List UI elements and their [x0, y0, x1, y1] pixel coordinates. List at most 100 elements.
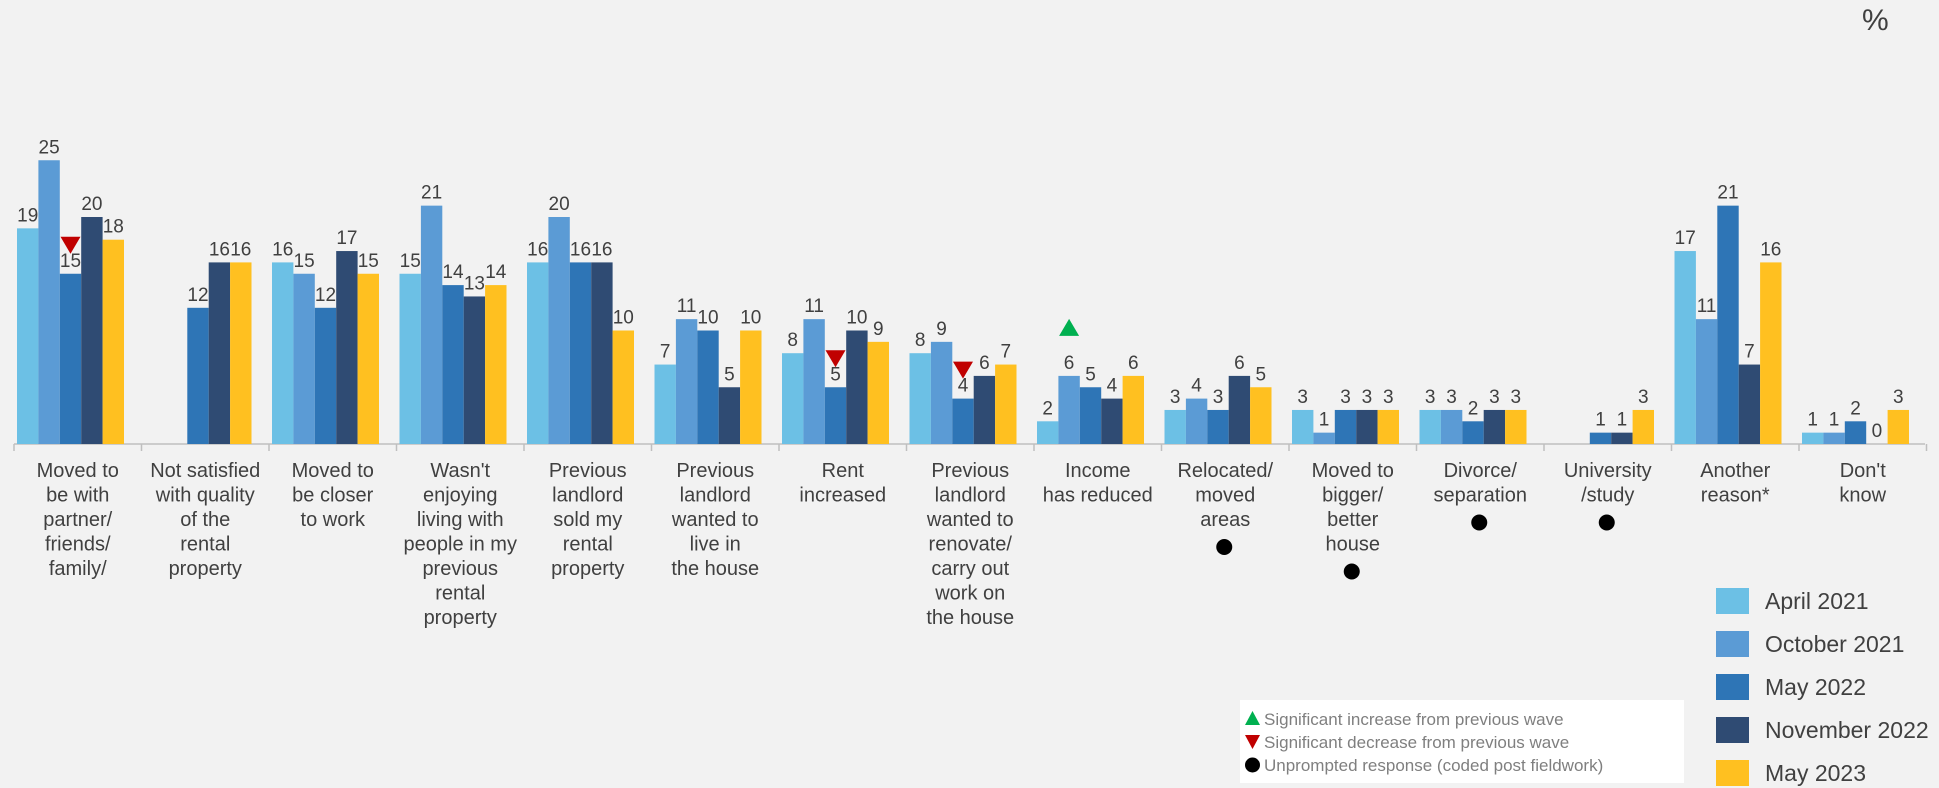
category-label: bigger/: [1322, 485, 1384, 507]
data-label: 3: [1893, 387, 1904, 408]
category-label: areas: [1200, 509, 1250, 531]
bar-may-2023: [1760, 262, 1782, 444]
bar-october-2021: [420, 205, 443, 444]
data-label: 1: [1595, 410, 1606, 431]
data-label: 1: [1319, 410, 1330, 431]
bar-may-2022: [442, 285, 464, 444]
legend-item-november-2022: November 2022: [1716, 715, 1936, 745]
data-label: 16: [209, 239, 230, 260]
legend-label: October 2021: [1765, 631, 1905, 657]
data-label: 2: [1850, 398, 1861, 419]
category-label: Moved to: [37, 460, 119, 482]
bar-november-2022: [1101, 398, 1123, 444]
category-label: separation: [1434, 485, 1527, 507]
bar-may-2022: [697, 330, 719, 444]
bar-november-2022: [1483, 409, 1506, 444]
category-label: people in my: [404, 534, 517, 556]
unprompted-dot-icon: [1471, 514, 1488, 531]
bar-may-2022: [1717, 205, 1739, 444]
legend-swatch: [1716, 717, 1749, 743]
category-label: property: [424, 607, 497, 629]
data-label: 8: [787, 330, 798, 351]
bar-may-2023: [1122, 375, 1144, 444]
bar-may-2023: [1632, 409, 1654, 444]
category-label: Wasn't: [430, 460, 490, 482]
legend-item-april-2021: April 2021: [1716, 586, 1936, 616]
unit-label: %: [1862, 4, 1889, 37]
legend-item-may-2023: May 2023: [1716, 758, 1936, 788]
decrease-marker-icon: [825, 350, 846, 368]
bar-october-2021: [803, 319, 825, 444]
category-label: property: [169, 558, 242, 580]
category-label: landlord: [552, 485, 623, 507]
data-label: 20: [549, 194, 570, 215]
data-label: 17: [336, 228, 357, 249]
category-label: moved: [1195, 485, 1255, 507]
decrease-marker-icon: [953, 361, 973, 379]
data-label: 11: [1697, 296, 1717, 317]
key-label-decrease: Significant decrease from previous wave: [1264, 733, 1570, 752]
bar-may-2022: [314, 307, 337, 444]
data-label: 1: [1807, 410, 1818, 431]
data-label: 9: [873, 319, 884, 340]
data-label: 25: [39, 137, 60, 158]
category-label: to work: [301, 509, 366, 531]
data-label: 3: [1446, 387, 1457, 408]
bar-may-2022: [1844, 421, 1867, 444]
data-label: 12: [315, 285, 336, 306]
bar-april-2021: [17, 228, 39, 444]
increase-marker-icon: [1059, 318, 1080, 336]
bar-april-2021: [909, 353, 931, 444]
data-label: 3: [1511, 387, 1522, 408]
bar-april-2021: [1292, 409, 1314, 444]
category-label: house: [1326, 534, 1381, 556]
category-label: be closer: [292, 485, 373, 507]
category-label: Don't: [1840, 460, 1887, 482]
category-label: Another: [1700, 460, 1770, 482]
bar-may-2023: [740, 330, 762, 444]
bar-november-2022: [846, 330, 868, 444]
bar-may-2023: [102, 239, 124, 444]
data-label: 1: [1829, 410, 1840, 431]
bar-may-2022: [952, 398, 974, 444]
data-label: 14: [442, 262, 464, 283]
bar-november-2022: [1611, 432, 1633, 444]
bar-october-2021: [1695, 319, 1718, 444]
data-label: 4: [1191, 376, 1202, 397]
bar-april-2021: [399, 273, 421, 444]
bar-october-2021: [1823, 432, 1845, 444]
data-label: 7: [660, 342, 671, 363]
key-row-unprompted: Unprompted response (coded post fieldwor…: [1244, 756, 1603, 778]
data-label: 20: [81, 194, 102, 215]
category-label: the house: [926, 607, 1014, 629]
bar-october-2021: [1313, 432, 1335, 444]
category-label: reason*: [1701, 485, 1770, 507]
data-label: 16: [272, 239, 293, 260]
category-label: /study: [1581, 485, 1634, 507]
bar-may-2022: [59, 273, 82, 444]
data-label: 0: [1872, 421, 1883, 442]
dot-icon: [1244, 756, 1261, 773]
data-label: 6: [1064, 353, 1075, 374]
bar-may-2022: [187, 307, 209, 444]
bar-may-2023: [485, 285, 507, 444]
bar-april-2021: [1674, 251, 1696, 444]
bar-november-2022: [336, 251, 358, 444]
category-label: Previous: [549, 460, 627, 482]
category-label: Rent: [822, 460, 865, 482]
legend-item-october-2021: October 2021: [1716, 629, 1936, 659]
bar-october-2021: [930, 341, 953, 444]
data-label: 7: [1744, 342, 1755, 363]
bar-may-2022: [1462, 421, 1484, 444]
category-label: living with: [417, 509, 504, 531]
data-label: 10: [697, 308, 718, 329]
bar-april-2021: [1802, 432, 1824, 444]
bar-may-2023: [1505, 409, 1527, 444]
bar-november-2022: [1228, 375, 1251, 444]
bar-april-2021: [1419, 409, 1441, 444]
data-label: 12: [187, 285, 208, 306]
data-label: 15: [60, 251, 81, 272]
unprompted-dot-icon: [1343, 563, 1360, 580]
bar-october-2021: [1185, 398, 1208, 444]
legend-swatch: [1716, 760, 1749, 786]
